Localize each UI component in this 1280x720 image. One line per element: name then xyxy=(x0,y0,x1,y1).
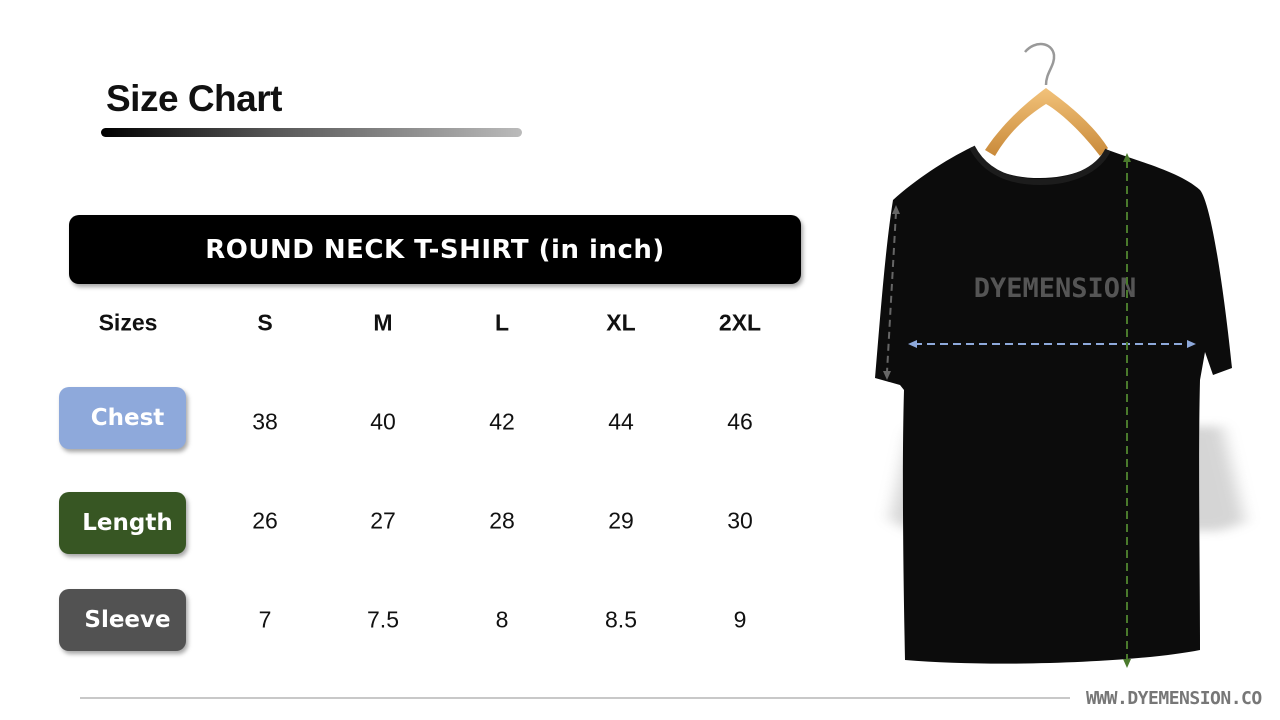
table-cell: 8.5 xyxy=(605,606,637,633)
page-title: Size Chart xyxy=(106,78,282,119)
table-banner: ROUND NECK T-SHIRT (in inch) xyxy=(69,215,801,284)
row-label-text: Sleeve xyxy=(84,607,171,633)
table-cell: 8 xyxy=(495,606,509,633)
table-cell: 30 xyxy=(727,507,753,534)
table-cell: 42 xyxy=(489,408,515,435)
hanger-icon xyxy=(985,42,1108,156)
length-arrow-icon xyxy=(1123,153,1131,668)
size-header-s: S xyxy=(257,309,273,336)
row-label-length: Length xyxy=(59,492,186,554)
table-cell: 29 xyxy=(608,507,634,534)
table-cell: 26 xyxy=(252,507,278,534)
sizes-header: Sizes xyxy=(98,309,158,336)
chest-arrow-icon xyxy=(908,340,1196,348)
table-cell: 40 xyxy=(370,408,396,435)
row-label-chest: Chest xyxy=(59,387,186,449)
table-cell: 7.5 xyxy=(367,606,399,633)
table-cell: 38 xyxy=(252,408,278,435)
website-watermark: WWW.DYEMENSION.CO xyxy=(1086,688,1262,709)
footer-divider xyxy=(80,697,1070,699)
table-cell: 27 xyxy=(370,507,396,534)
size-header-xl: XL xyxy=(606,309,636,336)
row-label-sleeve: Sleeve xyxy=(59,589,186,651)
tshirt-body xyxy=(875,147,1232,664)
size-header-2xl: 2XL xyxy=(718,309,762,336)
row-label-text: Chest xyxy=(90,405,165,431)
size-header-l: L xyxy=(494,309,510,336)
table-cell: 46 xyxy=(727,408,753,435)
shirt-print-text: DYEMENSION xyxy=(974,273,1137,304)
table-cell: 44 xyxy=(608,408,634,435)
table-cell: 7 xyxy=(258,606,272,633)
title-underline xyxy=(101,128,522,137)
row-label-text: Length xyxy=(82,510,173,536)
table-cell: 28 xyxy=(489,507,515,534)
sleeve-arrow-icon xyxy=(883,205,900,380)
table-cell: 9 xyxy=(733,606,747,633)
size-header-m: M xyxy=(373,309,393,336)
